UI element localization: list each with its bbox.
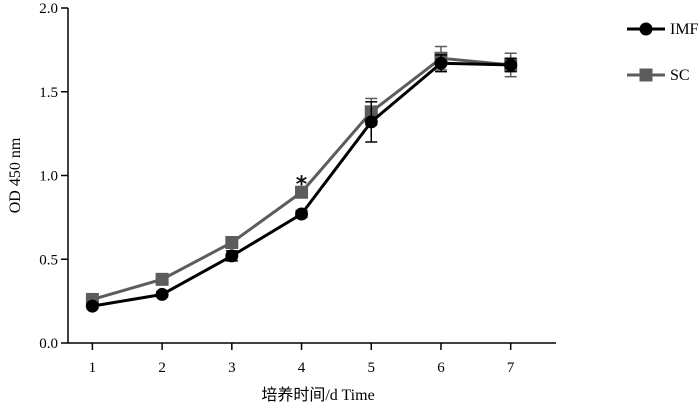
data-point [504,58,518,72]
y-tick-label: 2.0 [39,1,58,17]
significance-marker: * [296,173,308,198]
y-tick-label: 0.0 [39,336,58,352]
legend-label: IMF [670,21,699,38]
x-tick-label: 6 [437,360,445,376]
data-point [225,236,239,249]
legend-item-imf: IMF [627,21,699,38]
legend-label: SC [670,67,690,84]
data-point [155,272,169,286]
x-tick-label: 7 [507,360,515,376]
y-axis-label: OD 450 nm [7,137,24,213]
x-ticks: 1 2 3 4 5 6 7 [89,343,515,376]
data-point [295,185,309,199]
data-point [225,249,239,263]
x-tick-label: 5 [368,360,376,376]
y-tick-label: 1.0 [39,169,58,185]
data-point [434,56,448,70]
legend-marker [639,68,653,82]
x-axis-label: 培养时间/d Time [261,386,374,404]
data-point [295,207,309,221]
series-imf [85,54,518,313]
legend: IMF SC [627,21,699,84]
data-point [155,287,169,301]
axes: 0.0 0.5 1.0 1.5 2.0 1 2 3 4 5 6 7 [39,1,556,376]
legend-marker [639,22,653,36]
legend-item-sc: SC [627,67,690,84]
data-point [364,115,378,129]
y-tick-label: 0.5 [39,252,58,268]
x-tick-label: 3 [228,360,236,376]
y-tick-label: 1.5 [39,85,58,101]
x-tick-label: 4 [298,360,306,376]
x-tick-label: 2 [158,360,166,376]
y-ticks: 0.0 0.5 1.0 1.5 2.0 [39,1,68,352]
annotation-layer: * [296,173,308,198]
x-tick-label: 1 [89,360,97,376]
data-point [85,299,99,313]
series-layer [85,45,518,313]
